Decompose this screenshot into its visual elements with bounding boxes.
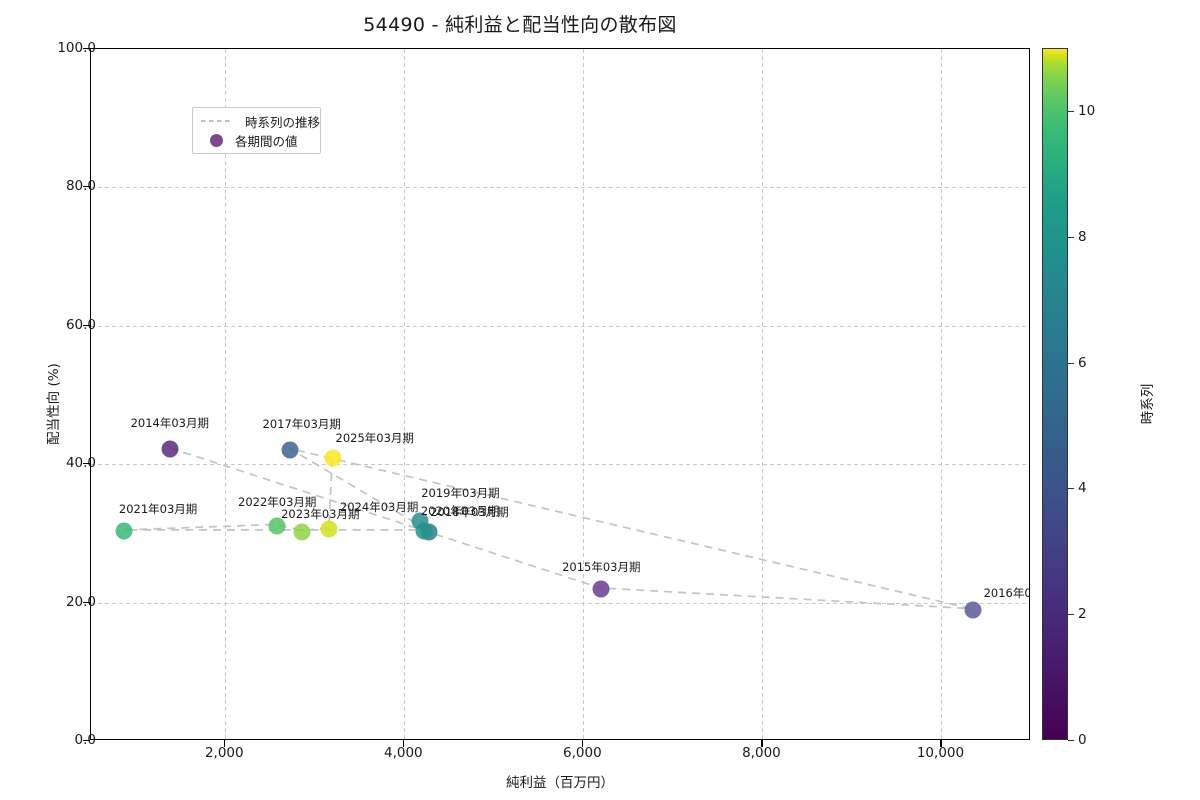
data-point-label-2021年03月期: 2021年03月期 xyxy=(118,502,198,517)
data-point-2022年03月期[interactable] xyxy=(268,517,286,535)
colorbar-tick-label-5: 10 xyxy=(1078,102,1096,119)
colorbar-title: 時系列 xyxy=(1140,383,1156,425)
y-tick-mark-5 xyxy=(83,48,90,50)
data-point-2015年03月期[interactable] xyxy=(592,580,610,598)
data-point-label-2018年03月期: 2018年03月期 xyxy=(430,505,509,520)
data-point-2023年03月期[interactable] xyxy=(293,523,311,541)
data-point-2020年03月期[interactable] xyxy=(415,522,433,540)
y-tick-mark-0 xyxy=(83,740,90,742)
data-point-2024年03月期[interactable] xyxy=(320,520,338,538)
gridline-horizontal-4 xyxy=(91,187,1029,189)
gridline-vertical-4 xyxy=(941,49,943,739)
legend-label-values: 各期間の値 xyxy=(235,133,298,149)
colorbar-tick-label-0: 0 xyxy=(1078,732,1087,748)
legend: 時系列の推移 各期間の値 xyxy=(192,107,321,154)
gridline-horizontal-3 xyxy=(91,325,1029,327)
data-point-label-2014年03月期: 2014年03月期 xyxy=(130,415,209,430)
data-point-label-2022年03月期: 2022年03月期 xyxy=(238,494,317,509)
x-tick-label-0: 2,000 xyxy=(204,745,244,761)
colorbar-tick-mark-3 xyxy=(1068,362,1074,364)
plot-area: 2014年03月期 2015年03月期 2016年03月期 2017年03月期 2018… xyxy=(90,48,1030,740)
gridline-vertical-0 xyxy=(225,49,227,739)
y-tick-mark-4 xyxy=(83,186,90,188)
y-axis-title: 配当性向 (%) xyxy=(46,363,62,445)
colorbar-tick-mark-1 xyxy=(1068,614,1074,616)
colorbar-tick-label-4: 8 xyxy=(1078,228,1087,245)
colorbar-tick-mark-2 xyxy=(1068,488,1074,490)
x-tick-mark-1 xyxy=(403,740,405,747)
data-point-label-2016年03月期: 2016年03月期 xyxy=(983,586,1030,601)
data-point-label-2015年03月期: 2015年03月期 xyxy=(562,560,641,575)
y-tick-mark-2 xyxy=(83,463,90,465)
colorbar-tick-mark-0 xyxy=(1068,740,1074,742)
gridline-horizontal-2 xyxy=(91,464,1029,466)
legend-item-values: 各期間の値 xyxy=(199,130,298,150)
y-tick-mark-3 xyxy=(83,324,90,326)
data-point-label-2025年03月期: 2025年03月期 xyxy=(335,430,414,445)
x-tick-mark-0 xyxy=(224,740,226,747)
page-title: 54490 - 純利益と配当性向の散布図 xyxy=(363,14,677,36)
x-tick-mark-4 xyxy=(940,740,942,747)
data-point-2021年03月期[interactable] xyxy=(115,522,133,540)
colorbar-tick-mark-4 xyxy=(1068,236,1074,238)
x-tick-label-2: 6,000 xyxy=(563,745,602,761)
y-tick-label-5: 100.0 xyxy=(57,40,96,56)
legend-label-trend: 時系列の推移 xyxy=(245,114,321,130)
colorbar-tick-label-1: 2 xyxy=(1078,606,1087,623)
x-tick-label-4: 10,000 xyxy=(916,745,965,761)
legend-item-trend: 時系列の推移 xyxy=(199,111,320,131)
data-point-2014年03月期[interactable] xyxy=(161,440,179,458)
x-tick-mark-2 xyxy=(582,740,584,747)
data-point-2017年03月期[interactable] xyxy=(281,441,299,459)
x-tick-mark-3 xyxy=(761,740,763,747)
timeseries-polyline xyxy=(124,447,971,610)
dashed-line-icon xyxy=(201,120,233,122)
x-tick-label-1: 4,000 xyxy=(384,745,423,761)
data-point-label-2023年03月期: 2023年03月期 xyxy=(281,507,360,522)
colorbar-tick-label-2: 4 xyxy=(1078,480,1087,497)
y-tick-label-2: 40.0 xyxy=(65,455,96,472)
data-point-label-2019年03月期: 2019年03月期 xyxy=(421,485,500,500)
colorbar xyxy=(1042,48,1068,740)
y-tick-label-3: 60.0 xyxy=(65,316,96,333)
gridline-horizontal-1 xyxy=(91,602,1029,604)
data-point-2025年03月期[interactable] xyxy=(324,449,342,467)
gridline-vertical-3 xyxy=(762,49,764,739)
data-point-label-2024年03月期: 2024年03月期 xyxy=(339,500,419,515)
data-point-label-2017年03月期: 2017年03月期 xyxy=(262,416,341,431)
colorbar-tick-label-3: 6 xyxy=(1078,354,1087,371)
colorbar-tick-mark-5 xyxy=(1068,110,1074,112)
marker-dot-icon xyxy=(210,133,223,147)
y-tick-mark-1 xyxy=(83,601,90,603)
x-tick-label-3: 8,000 xyxy=(742,745,781,761)
data-point-label-2020年03月期: 2020年03月期 xyxy=(420,504,500,519)
gridline-vertical-2 xyxy=(583,49,585,739)
data-point-2016年03月期[interactable] xyxy=(964,601,982,619)
y-tick-label-1: 20.0 xyxy=(65,593,96,610)
y-tick-label-4: 80.0 xyxy=(65,178,96,195)
gridline-vertical-1 xyxy=(404,49,406,739)
x-axis-title: 純利益（百万円） xyxy=(506,775,614,791)
